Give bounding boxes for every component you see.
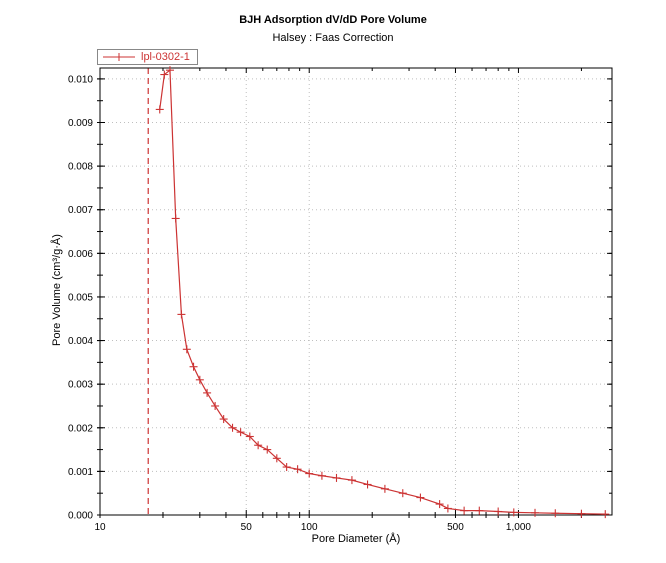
x-axis-title: Pore Diameter (Å) <box>311 533 401 545</box>
x-tick-label: 500 <box>447 522 464 533</box>
y-tick-label: 0.004 <box>68 336 93 347</box>
y-tick-label: 0.005 <box>68 292 93 303</box>
x-tick-label: 50 <box>241 522 253 533</box>
chart-title: BJH Adsorption dV/dD Pore Volume <box>239 14 427 26</box>
y-tick-label: 0.009 <box>68 118 93 129</box>
chart-subtitle: Halsey : Faas Correction <box>272 32 394 44</box>
axis-ticks <box>97 68 612 518</box>
x-tick-label: 10 <box>94 522 106 533</box>
y-tick-label: 0.002 <box>68 423 93 434</box>
y-tick-label: 0.000 <box>68 511 93 522</box>
y-tick-label: 0.008 <box>68 162 93 173</box>
legend: lpl-0302-1 <box>97 49 198 65</box>
y-tick-label: 0.010 <box>68 74 93 85</box>
y-tick-label: 0.001 <box>68 467 93 478</box>
y-tick-label: 0.007 <box>68 205 93 216</box>
x-tick-label: 1,000 <box>506 522 531 533</box>
gridlines <box>100 68 612 515</box>
x-tick-label: 100 <box>301 522 318 533</box>
data-markers <box>155 66 610 519</box>
y-tick-label: 0.003 <box>68 380 93 391</box>
tick-labels: 10 50 100 500 1,000 0.000 0.001 0.002 0.003 0.004… <box>68 74 531 533</box>
legend-line-marker-icon <box>103 53 135 61</box>
data-series <box>159 68 606 515</box>
y-tick-label: 0.006 <box>68 249 93 260</box>
legend-label: lpl-0302-1 <box>141 51 190 63</box>
axes-frame <box>99 67 613 516</box>
